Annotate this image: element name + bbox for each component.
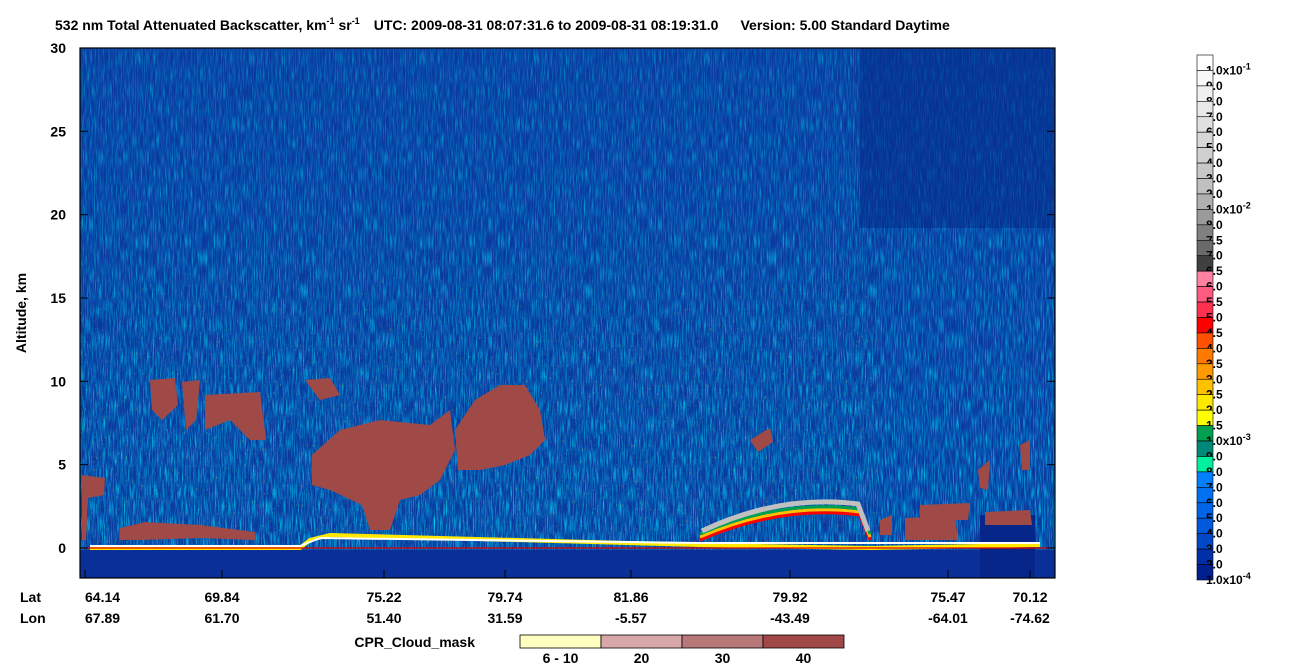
y-tick-label: 10 (50, 373, 66, 389)
lat-label: Lat (20, 589, 41, 605)
version: Version: 5.00 Standard Daytime (740, 17, 950, 33)
lat-tick-label: 75.22 (366, 589, 401, 605)
lon-tick-label: 51.40 (366, 610, 401, 626)
y-tick-label: 20 (50, 207, 66, 223)
colorbar-label: 1.0x10-1 (1206, 61, 1251, 77)
cpr-legend-label: 6 - 10 (543, 650, 579, 666)
cpr-legend-title: CPR_Cloud_mask (354, 634, 475, 650)
y-tick-label: 15 (50, 290, 66, 306)
lat-tick-label: 81.86 (613, 589, 648, 605)
cpr-legend-swatch (762, 634, 845, 649)
title-superscript: -1 (327, 16, 335, 26)
dark-region (860, 48, 1055, 228)
lat-tick-label: 79.74 (487, 589, 522, 605)
y-axis-label: Altitude, km (13, 273, 29, 353)
colorbar-label: 1.0x10-2 (1206, 200, 1251, 216)
y-tick-label: 25 (50, 123, 66, 139)
lon-label: Lon (20, 610, 46, 626)
lon-tick-label: -43.49 (770, 610, 810, 626)
lat-tick-label: 70.12 (1012, 589, 1047, 605)
title-superscript: -1 (352, 16, 360, 26)
plot-frame (79, 47, 1056, 579)
lat-tick-label: 69.84 (204, 589, 239, 605)
lon-tick-label: 61.70 (204, 610, 239, 626)
lon-tick-label: -74.62 (1010, 610, 1050, 626)
colorbar-label-exponent: -2 (1243, 200, 1251, 210)
lat-tick-label: 64.14 (85, 589, 120, 605)
lon-tick-label: 31.59 (487, 610, 522, 626)
subsurface (80, 550, 1055, 578)
cpr-legend-label: 40 (796, 650, 812, 666)
colorbar-cell (1196, 564, 1214, 581)
cpr-legend-label: 20 (634, 650, 650, 666)
colorbar-label-text: 1.0x10 (1206, 573, 1243, 587)
cpr-legend-swatch (600, 634, 683, 649)
cpr-legend-swatch (519, 634, 602, 649)
lon-tick-label: -64.01 (928, 610, 968, 626)
colorbar-label-exponent: -4 (1243, 571, 1251, 581)
colorbar-label: 1.0x10-3 (1206, 432, 1251, 448)
lon-tick-label: 67.89 (85, 610, 120, 626)
y-tick-label: 30 (50, 40, 66, 56)
colorbar-label-text: 1.0x10 (1206, 434, 1243, 448)
colorbar-label-text: 1.0x10 (1206, 63, 1243, 77)
y-tick-label: 5 (58, 457, 66, 473)
colorbar-label-text: 1.0x10 (1206, 202, 1243, 216)
chart-title: 532 nm Total Attenuated Backscatter, km-… (55, 16, 950, 33)
surface-return (80, 499, 1055, 551)
utc-range: UTC: 2009-08-31 08:07:31.6 to 2009-08-31… (374, 17, 719, 33)
lat-tick-label: 75.47 (930, 589, 965, 605)
colorbar-label-exponent: -3 (1243, 432, 1251, 442)
backscatter-image (80, 48, 1055, 578)
cpr-legend-swatch (681, 634, 764, 649)
colorbar: 1.0x10-19.08.07.06.05.04.03.02.01.0x10-2… (1196, 54, 1251, 587)
title-text: sr (335, 17, 353, 33)
noise-yellow (80, 48, 880, 578)
cpr-clouds (82, 378, 1032, 540)
cpr-legend-label: 30 (715, 650, 731, 666)
lon-tick-label: -5.57 (615, 610, 647, 626)
colorbar-label: 1.0x10-4 (1206, 571, 1251, 587)
colorbar-label-exponent: -1 (1243, 61, 1251, 71)
title-text: 532 nm Total Attenuated Backscatter, km (55, 17, 327, 33)
y-tick-label: 0 (58, 540, 66, 556)
lat-tick-label: 79.92 (772, 589, 807, 605)
